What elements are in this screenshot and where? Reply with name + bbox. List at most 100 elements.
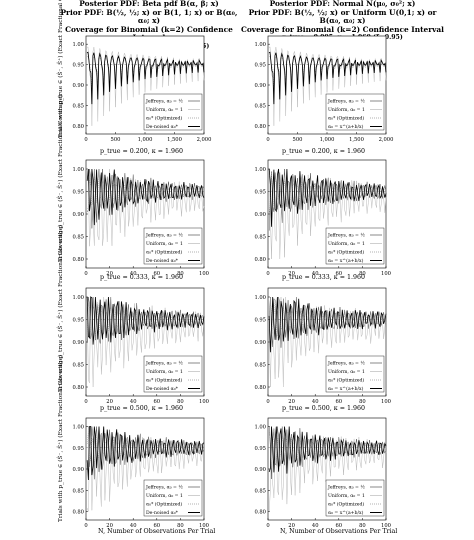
row2-left-legend-box	[143, 227, 203, 265]
row3-left-legend-text-1: Uniform, α₀ = 1	[146, 369, 183, 375]
row4-left-ytick-label-0: 0.80	[72, 510, 84, 516]
row4-right-xtick-label-2: 40	[312, 523, 319, 529]
row1-right-xtick-label-3: 1,500	[349, 137, 364, 143]
row3-right-legend-text-3: α₀ = x^(a+b/x)	[328, 385, 364, 392]
row3-right-legend-text-1: Uniform, α₀ = 1	[328, 369, 365, 375]
row3-right-series-1	[268, 296, 387, 388]
row3-left-ytick-label-1: 0.85	[72, 363, 84, 369]
row1-left-xtick-label-4: 2,000	[197, 137, 212, 143]
row3-right-ytick-label-3: 0.95	[254, 318, 266, 324]
row3-right-xtick-label-1: 20	[288, 399, 295, 405]
row2-left-xtick-label-1: 20	[106, 271, 113, 277]
row1-right-ytick-label-0: 0.80	[254, 124, 266, 130]
row3-left-ytick-label-3: 0.95	[72, 318, 84, 324]
row1-right-xtick-label-4: 2,000	[379, 137, 394, 143]
row1-left-ytick-label-3: 0.95	[72, 63, 84, 69]
row2-left-xtick-label-0: 0	[84, 271, 87, 277]
row3-right-series-0	[268, 296, 387, 348]
row1-left-legend-text-3: De-noised α₀*	[146, 124, 179, 130]
row2-left-ytick-label-0: 0.80	[72, 257, 84, 263]
row3-left-xtick-label-5: 100	[199, 399, 209, 405]
row4-right-xtick-label-3: 60	[335, 523, 342, 529]
row4-right-legend-text-3: α₀ = x^(a+b/x)	[328, 509, 364, 516]
row4-right-param: p_true = 0.500, κ = 1.960	[282, 405, 366, 412]
row2-right-xtick-label-2: 40	[312, 271, 319, 277]
row3-right-xtick-label-4: 80	[359, 399, 366, 405]
row2-right-ytick-label-2: 0.90	[254, 212, 266, 218]
row4-left-xtick-label-3: 60	[153, 523, 160, 529]
row3-right-series-3	[268, 296, 387, 353]
row4-left-legend-text-0: Jeffreys, α₀ = ½	[145, 484, 183, 491]
row4-left-ytick-label-2: 0.90	[72, 467, 84, 473]
row4-right-legend-text-1: Uniform, α₀ = 1	[328, 493, 365, 499]
row4-left-ytick-label-1: 0.85	[72, 488, 84, 494]
row4-right-xtick-label-5: 100	[381, 523, 391, 529]
row3-left-legend-text-2: α₀* (Optimized)	[146, 377, 182, 384]
row4-right-ytick-label-4: 1.00	[254, 425, 266, 431]
row3-left-xtick-label-0: 0	[84, 399, 87, 405]
row3-left-xtick-label-1: 20	[106, 399, 113, 405]
row3-left-ytick-label-2: 0.90	[72, 340, 84, 346]
row3-right-ytick-label-0: 0.80	[254, 385, 266, 391]
row2-left-xtick-label-3: 60	[153, 271, 160, 277]
row3-left-series-1	[86, 296, 205, 388]
row2-right-xtick-label-5: 100	[381, 271, 391, 277]
row4-right-series-3	[268, 426, 387, 474]
row4-right-legend-text-0: Jeffreys, α₀ = ½	[327, 484, 365, 491]
row4-left-xtick-label-0: 0	[84, 523, 87, 529]
row1-right-legend-text-3: α₀ = x^(a+b/x)	[328, 123, 364, 130]
row2-right-legend-text-3: α₀ = x^(a+b/x)	[328, 257, 364, 264]
row2-right-series-1	[268, 171, 387, 260]
row4-left-xtick-label-1: 20	[106, 523, 113, 529]
row2-right-legend-text-1: Uniform, α₀ = 1	[328, 241, 365, 247]
row1-left-xtick-label-1: 500	[111, 137, 121, 143]
row2-right-ytick-label-3: 0.95	[254, 190, 266, 196]
row3-left-legend-box	[143, 355, 203, 393]
row4-left-series-3	[86, 426, 205, 481]
row4-right-ytick-label-2: 0.90	[254, 467, 266, 473]
row2-right-param: p_true = 0.200, κ = 1.960	[282, 148, 366, 155]
row3-right-xtick-label-0: 0	[266, 399, 269, 405]
row4-right-xtick-label-4: 80	[359, 523, 366, 529]
row1-left-ytick-label-1: 0.85	[72, 103, 84, 109]
row4-right-ytick-label-3: 0.95	[254, 446, 266, 452]
row1-left-ytick-label-2: 0.90	[72, 83, 84, 89]
row2-left-ytick-label-3: 0.95	[72, 190, 84, 196]
row1-right-xtick-label-2: 1,000	[320, 137, 335, 143]
row3-right-legend-text-0: Jeffreys, α₀ = ½	[327, 360, 365, 367]
row4-left-legend-text-2: α₀* (Optimized)	[146, 501, 182, 508]
xlabel-left: N, Number of Observations Per Trial	[98, 528, 216, 535]
row3-right-xtick-label-3: 60	[335, 399, 342, 405]
row2-left-xtick-label-5: 100	[199, 271, 209, 277]
row3-left-xtick-label-4: 80	[177, 399, 184, 405]
row3-right-xtick-label-5: 100	[381, 399, 391, 405]
row4-left-xtick-label-4: 80	[177, 523, 184, 529]
row4-right-legend-box	[325, 479, 385, 517]
row3-left-legend-text-0: Jeffreys, α₀ = ½	[145, 360, 183, 367]
row2-right-ytick-label-0: 0.80	[254, 257, 266, 263]
row1-left-legend-box	[143, 93, 203, 131]
row3-right-param: p_true = 0.333, κ = 1.960	[282, 274, 366, 281]
row4-left-legend-text-1: Uniform, α₀ = 1	[146, 493, 183, 499]
row1-right-legend-text-0: Jeffreys, α₀ = ½	[327, 98, 365, 105]
row2-right-legend-text-0: Jeffreys, α₀ = ½	[327, 232, 365, 239]
row1-left-xtick-label-2: 1,000	[138, 137, 153, 143]
row3-left-xtick-label-2: 40	[130, 399, 137, 405]
row2-left-xtick-label-2: 40	[130, 271, 137, 277]
row4-left-xtick-label-5: 100	[199, 523, 209, 529]
row1-left-legend-text-2: α₀* (Optimized)	[146, 115, 182, 122]
row4-right-xtick-label-0: 0	[266, 523, 269, 529]
row2-right-xtick-label-1: 20	[288, 271, 295, 277]
row3-right-legend-text-2: α₀* (Optimized)	[328, 377, 364, 384]
right-header-line1: Posterior PDF: Normal N(μ₀, σ₀²; x)	[269, 0, 416, 8]
row2-right-ytick-label-4: 1.00	[254, 167, 266, 173]
row3-right-ytick-label-1: 0.85	[254, 363, 266, 369]
row4-right-ytick-label-0: 0.80	[254, 510, 266, 516]
row1-left-series-3	[86, 51, 205, 105]
row2-right-xtick-label-4: 80	[359, 271, 366, 277]
row1-left-ytick-label-4: 1.00	[72, 42, 84, 48]
row2-left-legend-text-2: α₀* (Optimized)	[146, 249, 182, 256]
row3-left-legend-text-3: De-noised α₀*	[146, 386, 179, 392]
row3-right-ytick-label-2: 0.90	[254, 340, 266, 346]
